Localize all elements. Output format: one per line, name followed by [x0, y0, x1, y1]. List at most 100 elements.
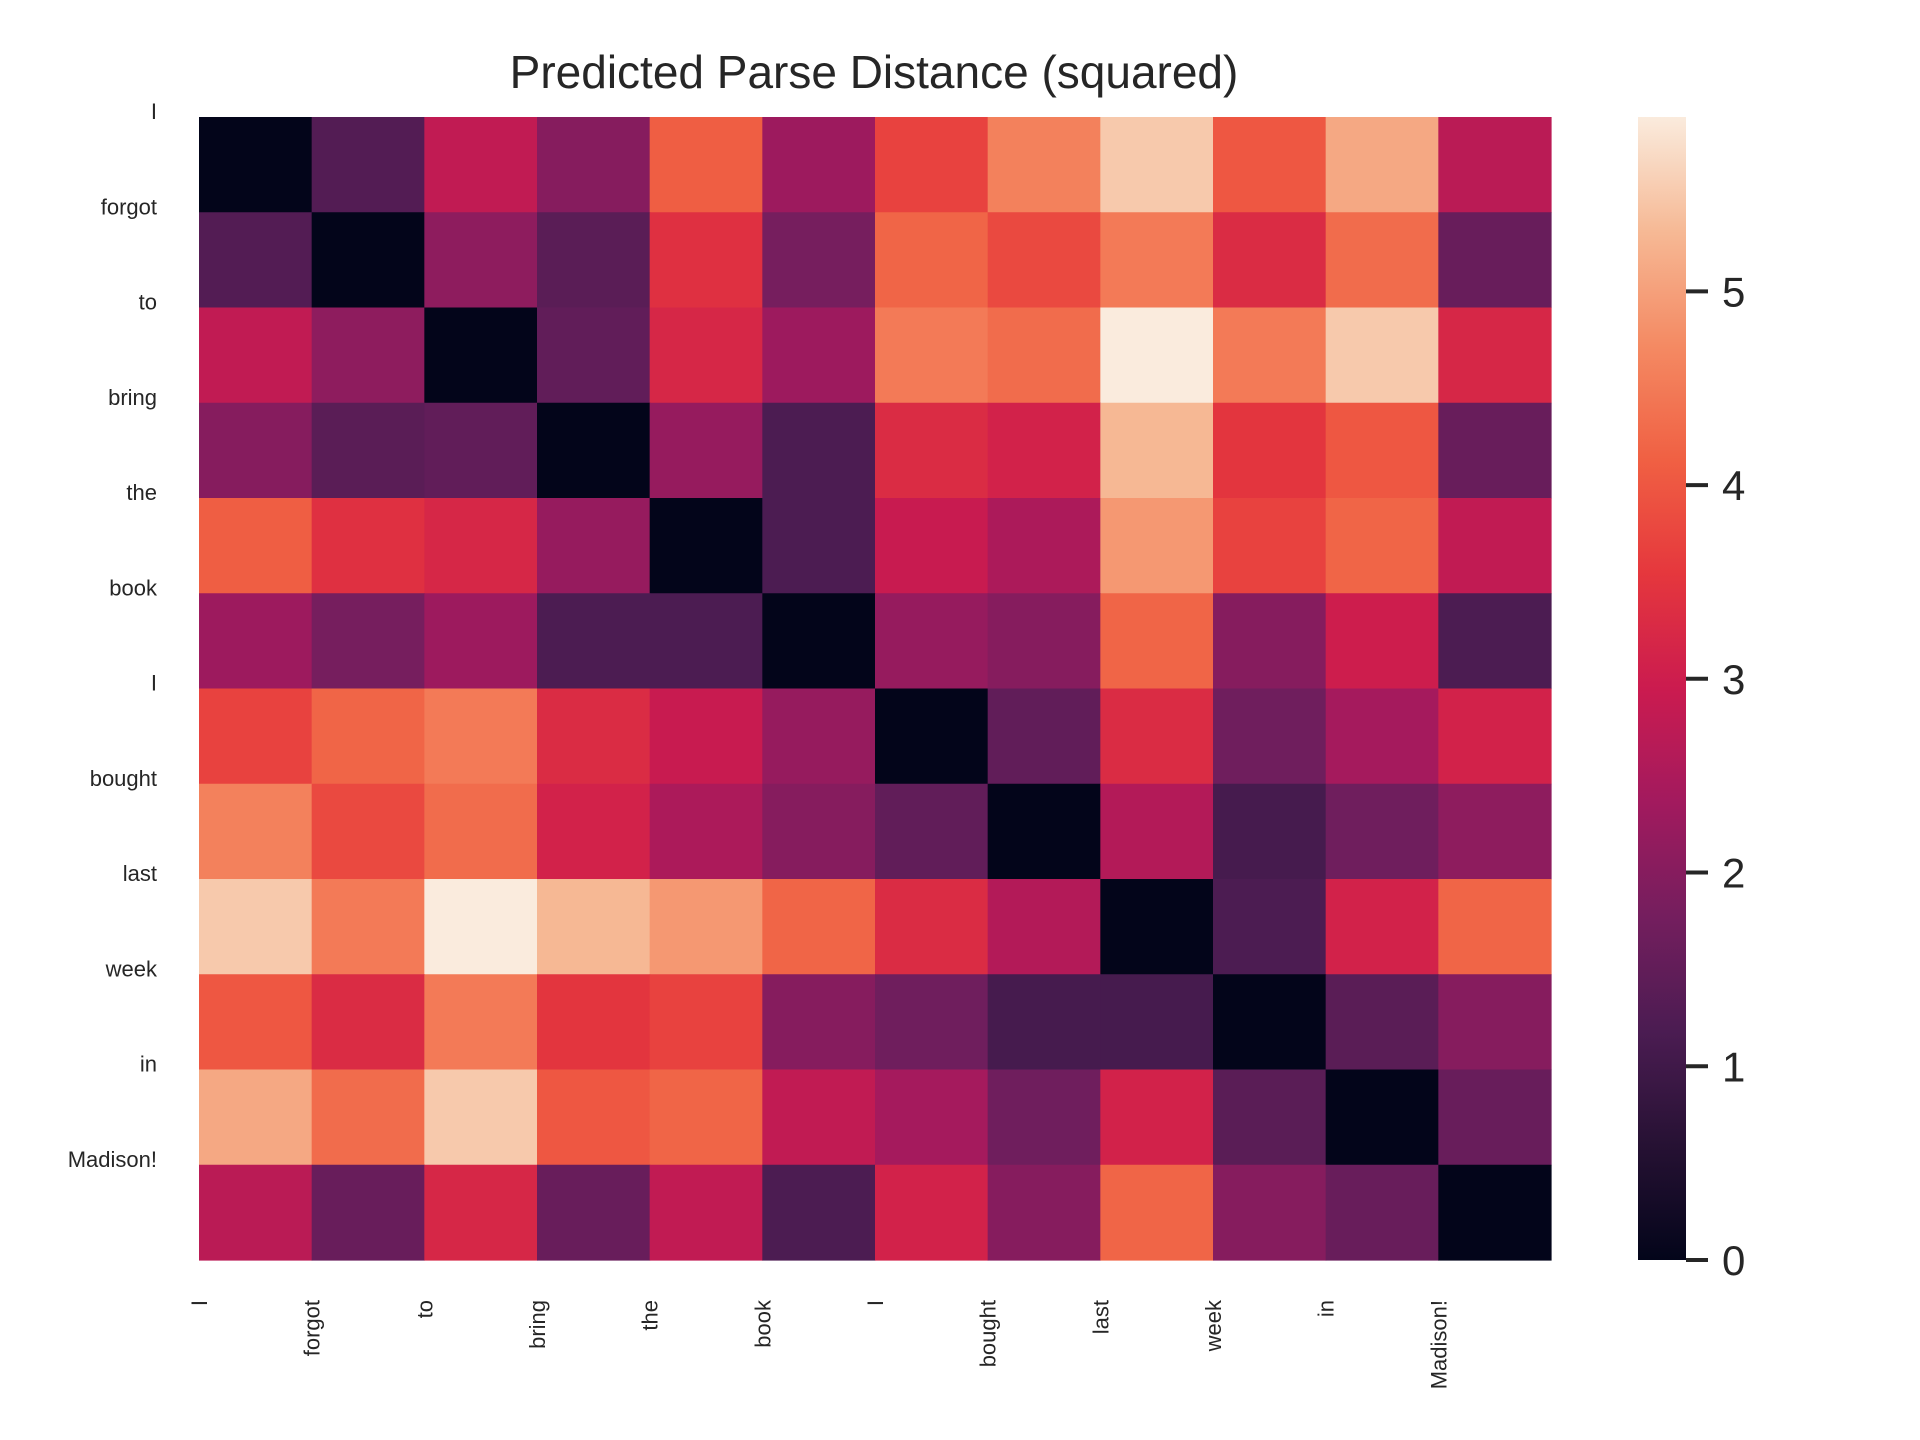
heatmap-cell	[1438, 402, 1552, 499]
col-label: book	[750, 1299, 775, 1348]
colorbar-tick-label: 4	[1722, 462, 1745, 509]
heatmap-cell	[1325, 1069, 1439, 1166]
heatmap-cell	[762, 688, 876, 785]
heatmap-cell	[649, 783, 763, 880]
colorbar-ticks: 0 1 2 3 4 5	[1686, 268, 1745, 1284]
heatmap-cell	[199, 117, 313, 213]
heatmap-cell	[1213, 307, 1327, 404]
heatmap-cell	[311, 212, 425, 309]
colorbar-tick-label: 1	[1722, 1043, 1745, 1090]
row-label: last	[123, 861, 157, 886]
heatmap-cell	[1325, 117, 1439, 213]
heatmap-cell	[199, 688, 313, 785]
col-label: bought	[976, 1300, 1001, 1367]
heatmap-cell	[311, 117, 425, 213]
heatmap-cell	[537, 783, 651, 880]
heatmap-cell	[987, 402, 1101, 499]
heatmap-cell	[199, 783, 313, 880]
heatmap-cell	[1438, 688, 1552, 785]
heatmap-cell	[1100, 307, 1214, 404]
heatmap-cell	[649, 1069, 763, 1166]
heatmap-cell	[1213, 688, 1327, 785]
row-label: bought	[90, 766, 157, 791]
heatmap-cell	[311, 402, 425, 499]
heatmap-cell	[199, 1164, 313, 1261]
heatmap-cell	[1100, 879, 1214, 975]
heatmap-cell	[424, 879, 538, 975]
row-label: Madison!	[68, 1147, 157, 1172]
heatmap-cell	[1100, 498, 1214, 594]
heatmap-cell	[987, 974, 1101, 1071]
col-label: the	[638, 1300, 663, 1331]
heatmap-cell	[1325, 498, 1439, 594]
heatmap-cell	[1438, 1164, 1552, 1261]
heatmap-cell	[875, 1164, 989, 1261]
heatmap-cell	[875, 117, 989, 213]
heatmap-cell	[311, 498, 425, 594]
heatmap-cell	[649, 117, 763, 213]
heatmap-cell	[649, 402, 763, 499]
heatmap-cell	[875, 1069, 989, 1166]
heatmap-cell	[537, 879, 651, 975]
heatmap-cell	[987, 498, 1101, 594]
heatmap-cell	[199, 498, 313, 594]
heatmap-cell	[1213, 974, 1327, 1071]
heatmap-cell	[875, 212, 989, 309]
heatmap-cell	[1213, 783, 1327, 880]
heatmap-cell	[311, 1164, 425, 1261]
heatmap-cell	[1325, 1164, 1439, 1261]
heatmap-cell	[762, 307, 876, 404]
heatmap-cell	[1325, 879, 1439, 975]
heatmap-cell	[762, 593, 876, 690]
heatmap-cell	[987, 879, 1101, 975]
heatmap-cell	[1100, 974, 1214, 1071]
colorbar-tick-label: 3	[1722, 656, 1745, 703]
heatmap-cell	[424, 593, 538, 690]
heatmap-cell	[1100, 1164, 1214, 1261]
heatmap-cell	[649, 212, 763, 309]
colorbar	[1638, 117, 1686, 1260]
heatmap-cell	[987, 688, 1101, 785]
heatmap-cell	[1213, 879, 1327, 975]
heatmap-cell	[649, 879, 763, 975]
heatmap-cell	[762, 117, 876, 213]
heatmap-cell	[649, 688, 763, 785]
col-label: bring	[525, 1300, 550, 1349]
heatmap-cell	[537, 1164, 651, 1261]
heatmap-cell	[537, 688, 651, 785]
heatmap-cell	[1438, 879, 1552, 975]
heatmap-cell	[537, 593, 651, 690]
heatmap-cell	[1213, 593, 1327, 690]
heatmap-cell	[311, 688, 425, 785]
col-label: week	[1201, 1299, 1226, 1352]
heatmap-cell	[875, 879, 989, 975]
heatmap-cell	[199, 402, 313, 499]
heatmap-cell	[1438, 212, 1552, 309]
heatmap-cell	[1438, 783, 1552, 880]
heatmap-cell	[424, 402, 538, 499]
heatmap-cell	[1325, 593, 1439, 690]
heatmap-cell	[1213, 1164, 1327, 1261]
col-label: I	[863, 1300, 888, 1306]
heatmap-cell	[311, 783, 425, 880]
heatmap-cell	[762, 402, 876, 499]
row-label: I	[151, 671, 157, 696]
heatmap-cell	[424, 688, 538, 785]
heatmap-cell	[537, 117, 651, 213]
col-label: last	[1088, 1300, 1113, 1334]
heatmap-cell	[199, 593, 313, 690]
heatmap-cell	[1438, 974, 1552, 1071]
heatmap-cell	[311, 593, 425, 690]
heatmap-cells	[199, 117, 1552, 1261]
heatmap-cell	[987, 1069, 1101, 1166]
heatmap-cell	[424, 307, 538, 404]
heatmap-cell	[1438, 593, 1552, 690]
heatmap-cell	[537, 974, 651, 1071]
col-label: forgot	[300, 1300, 325, 1356]
heatmap-cell	[762, 1069, 876, 1166]
heatmap-cell	[1100, 688, 1214, 785]
heatmap-cell	[199, 974, 313, 1071]
colorbar-tick-label: 0	[1722, 1237, 1745, 1284]
heatmap-cell	[875, 974, 989, 1071]
